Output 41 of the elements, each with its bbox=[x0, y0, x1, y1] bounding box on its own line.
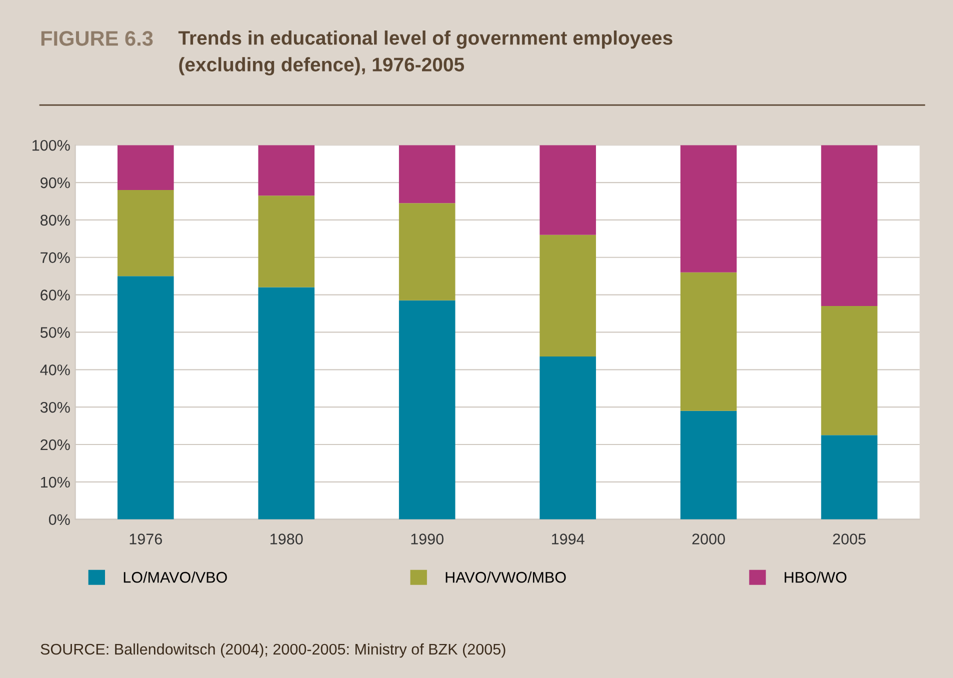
x-tick-label: 1980 bbox=[270, 534, 303, 544]
x-tick-label: 2005 bbox=[833, 534, 866, 544]
bar bbox=[821, 145, 878, 306]
x-tick-label: 1990 bbox=[411, 534, 444, 544]
bar bbox=[118, 145, 174, 190]
bar bbox=[118, 190, 174, 276]
y-tick-label: 50% bbox=[40, 327, 70, 338]
source-note: SOURCE: Ballendowitsch (2004); 2000-2005: Ministry of BZK (2005) bbox=[40, 643, 506, 658]
bar bbox=[821, 306, 878, 436]
y-tick-label: 80% bbox=[40, 214, 70, 226]
x-tick-label: 1994 bbox=[552, 534, 584, 544]
bar bbox=[398, 145, 456, 204]
legend-label: HAVO/VWO/MBO bbox=[446, 572, 566, 583]
bar bbox=[540, 145, 596, 235]
bar bbox=[258, 196, 315, 288]
y-tick-label: 60% bbox=[40, 290, 70, 300]
bar bbox=[821, 435, 878, 520]
y-tick-label: 40% bbox=[40, 364, 70, 376]
bar bbox=[258, 145, 315, 196]
x-tick-label: 1976 bbox=[130, 534, 162, 544]
bar bbox=[398, 203, 456, 300]
bar bbox=[680, 145, 737, 272]
bar bbox=[118, 276, 174, 520]
x-tick-label: 2000 bbox=[692, 534, 725, 544]
bar bbox=[540, 234, 596, 357]
bar bbox=[398, 300, 456, 520]
y-tick-label: 90% bbox=[40, 177, 70, 188]
bar bbox=[258, 287, 315, 520]
caption: FIGURE 6.3 bbox=[41, 31, 153, 46]
y-tick-label: 20% bbox=[40, 439, 70, 450]
bar bbox=[540, 356, 596, 520]
legend-label: LO/MAVO/VBO bbox=[124, 572, 227, 583]
bar bbox=[680, 410, 737, 520]
y-tick-label: 10% bbox=[41, 476, 70, 488]
y-tick-label: 30% bbox=[40, 402, 70, 413]
legend-label: HBO/WO bbox=[784, 572, 846, 583]
chart-title: Trends in educational level of government employees (excluding defence), 1976-2005 bbox=[178, 30, 672, 76]
bar bbox=[680, 272, 737, 411]
y-tick-label: 100% bbox=[32, 140, 70, 151]
y-tick-label: 70% bbox=[40, 252, 70, 264]
y-tick-label: 0% bbox=[48, 514, 70, 526]
